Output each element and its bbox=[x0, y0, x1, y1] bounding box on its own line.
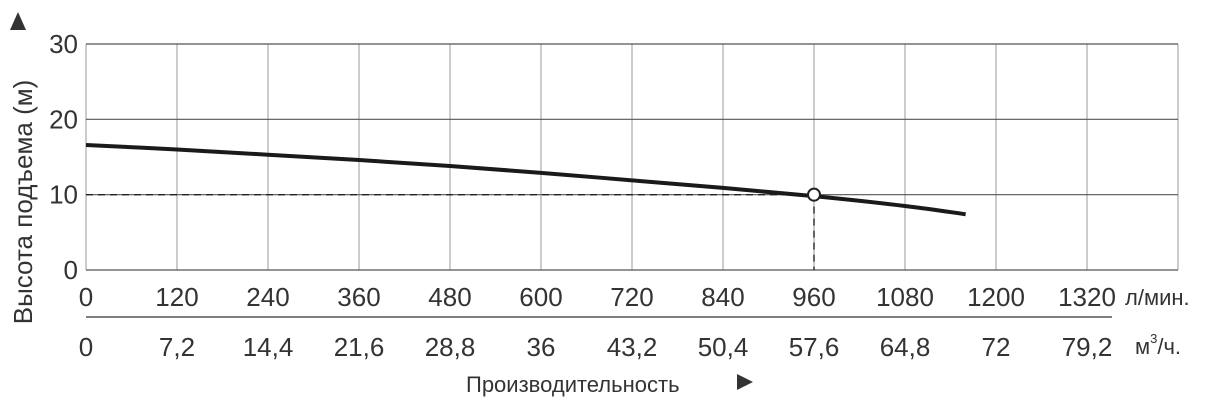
x-tick-label-m3h: 7,2 bbox=[159, 332, 195, 362]
x-unit-m3h-base: м bbox=[1135, 334, 1150, 359]
x-tick-label-m3h: 43,2 bbox=[607, 332, 658, 362]
x-tick-label-lmin: 960 bbox=[792, 282, 835, 312]
x-tick-label-lmin: 240 bbox=[246, 282, 289, 312]
x-tick-label-lmin: 840 bbox=[701, 282, 744, 312]
x-tick-label-lmin: 600 bbox=[519, 282, 562, 312]
x-tick-label-lmin: 120 bbox=[155, 282, 198, 312]
y-axis-arrow bbox=[10, 12, 26, 30]
x-axis-arrow bbox=[737, 374, 753, 390]
y-tick-label: 0 bbox=[64, 255, 78, 285]
y-tick-labels: 0 10 20 30 bbox=[49, 29, 78, 285]
x-tick-label-lmin: 0 bbox=[79, 282, 93, 312]
x-tick-label-m3h: 21,6 bbox=[334, 332, 385, 362]
x-tick-label-m3h: 36 bbox=[527, 332, 556, 362]
x-tick-label-lmin: 360 bbox=[337, 282, 380, 312]
x-tick-label-m3h: 50,4 bbox=[698, 332, 749, 362]
x-tick-label-lmin: 720 bbox=[610, 282, 653, 312]
x-tick-label-m3h: 57,6 bbox=[789, 332, 840, 362]
x-unit-m3h: м3/ч. bbox=[1135, 331, 1181, 359]
operating-point-guides bbox=[86, 193, 815, 270]
x-unit-m3h-sup: 3 bbox=[1150, 331, 1157, 346]
x-tick-label-m3h: 72 bbox=[982, 332, 1011, 362]
y-tick-label: 30 bbox=[49, 29, 78, 59]
x-tick-label-lmin: 480 bbox=[428, 282, 471, 312]
operating-point-marker bbox=[807, 187, 821, 202]
x-tick-label-m3h: 0 bbox=[79, 332, 93, 362]
x-tick-label-m3h: 14,4 bbox=[243, 332, 294, 362]
y-tick-label: 10 bbox=[49, 180, 78, 210]
x-tick-label-lmin: 1320 bbox=[1058, 282, 1116, 312]
x-axis-label: Производительность bbox=[466, 372, 680, 397]
x-unit-lmin: л/мин. bbox=[1125, 285, 1190, 310]
x-tick-label-lmin: 1080 bbox=[876, 282, 934, 312]
x-tick-labels-lmin: 0 120 240 360 480 600 720 840 960 1080 1200 1320 bbox=[79, 282, 1116, 312]
x-tick-labels-m3h: 0 7,2 14,4 21,6 28,8 36 43,2 50,4 57,6 64,8 72 79,2 bbox=[79, 332, 1113, 362]
y-tick-label: 20 bbox=[49, 104, 78, 134]
x-unit-m3h-tail: /ч. bbox=[1157, 334, 1181, 359]
grid bbox=[85, 43, 1179, 271]
series-line bbox=[85, 142, 966, 217]
x-tick-label-m3h: 79,2 bbox=[1062, 332, 1113, 362]
y-axis-label: Высота подъема (м) bbox=[8, 80, 38, 325]
series-layer bbox=[85, 142, 966, 217]
x-tick-label-lmin: 1200 bbox=[967, 282, 1025, 312]
x-tick-label-m3h: 28,8 bbox=[425, 332, 476, 362]
x-tick-label-m3h: 64,8 bbox=[880, 332, 931, 362]
